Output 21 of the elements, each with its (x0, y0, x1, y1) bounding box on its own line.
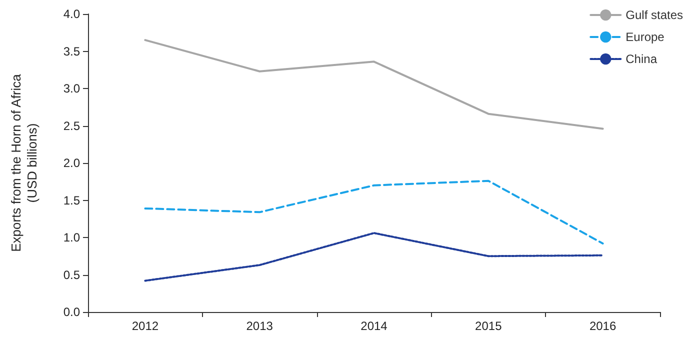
legend-label: Gulf states (626, 8, 683, 22)
y-tick-label: 0.5 (63, 268, 80, 282)
x-tick-label: 2015 (475, 319, 502, 333)
y-axis-title: Exports from the Horn of Africa (USD billions) (8, 73, 40, 252)
x-tick-label: 2016 (589, 319, 616, 333)
y-tick-label: 3.5 (63, 44, 80, 58)
y-tick-label: 1.5 (63, 193, 80, 208)
y-tick-label: 0.0 (63, 305, 80, 319)
y-tick-label: 1.0 (63, 230, 80, 244)
x-tick-label: 2012 (132, 319, 159, 333)
legend-label: China (626, 52, 658, 66)
line-series (144, 180, 604, 244)
legend-label: Europe (626, 30, 665, 44)
x-tick-label: 2014 (360, 319, 388, 333)
line-series (144, 39, 604, 130)
y-tick-label: 2.0 (63, 156, 80, 170)
y-tick-label: 4.0 (63, 7, 80, 21)
y-tick-label: 3.0 (63, 82, 80, 96)
y-tick-label: 2.5 (63, 118, 80, 133)
x-tick-label: 2013 (246, 319, 274, 333)
line-series (144, 232, 604, 282)
